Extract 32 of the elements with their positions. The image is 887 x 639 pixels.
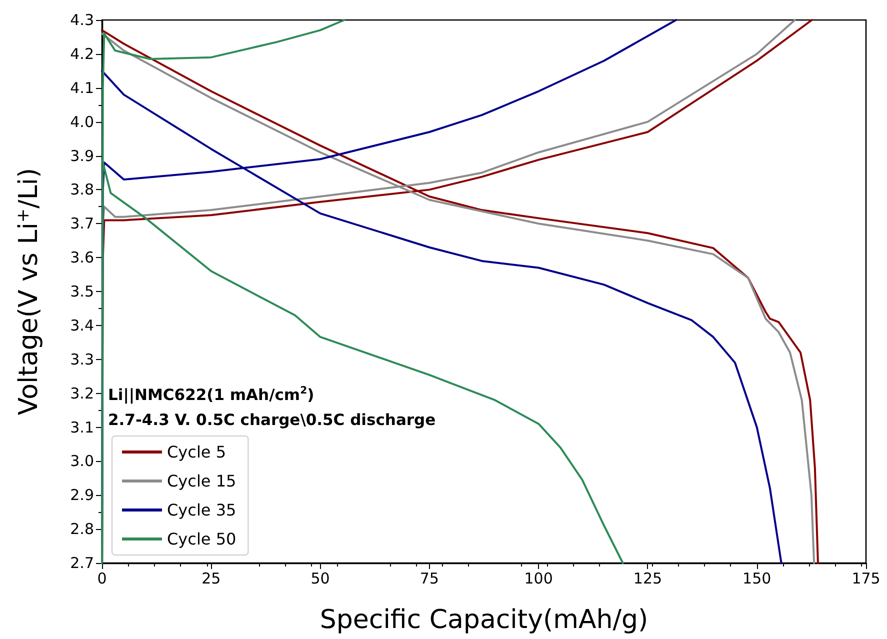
y-axis-title: Voltage(V vs Li+/Li) [12, 168, 44, 416]
legend-label: Cycle 35 [167, 500, 236, 520]
x-tick-label: 75 [420, 570, 439, 588]
y-tick-label: 4.3 [70, 11, 94, 29]
y-tick-label: 3.8 [70, 180, 94, 199]
y-tick-label: 3.5 [70, 282, 94, 300]
y-tick-label: 4.2 [70, 44, 94, 63]
x-tick-label: 125 [633, 570, 662, 588]
y-tick-label: 4.1 [70, 78, 94, 97]
y-tick-label: 3.3 [70, 350, 94, 368]
annotation: 2.7-4.3 V. 0.5C charge\0.5C discharge [108, 411, 436, 429]
y-tick-label: 2.7 [70, 554, 94, 572]
y-tick-label: 4.0 [70, 112, 94, 131]
y-tick-label: 3.6 [70, 248, 94, 267]
x-axis-title: Specific Capacity(mAh/g) [320, 605, 648, 635]
x-tick-label: 150 [742, 570, 772, 588]
y-tick-label: 2.9 [70, 486, 94, 504]
y-tick-label: 3.0 [70, 452, 94, 470]
y-tick-label: 2.8 [70, 520, 94, 538]
legend-label: Cycle 15 [167, 472, 236, 490]
x-tick-label: 0 [97, 570, 107, 588]
legend-label: Cycle 50 [167, 530, 236, 548]
x-tick-label: 175 [852, 570, 880, 588]
y-tick-label: 3.4 [70, 316, 94, 334]
y-tick-label: 3.1 [70, 418, 94, 436]
x-tick-label: 100 [524, 570, 553, 588]
x-tick-label: 25 [202, 570, 221, 588]
legend-label: Cycle 5 [167, 442, 226, 462]
x-tick-label: 50 [310, 570, 330, 588]
y-tick-label: 3.2 [70, 384, 94, 402]
y-tick-label: 3.7 [70, 214, 94, 233]
y-tick-label: 3.9 [70, 146, 94, 165]
